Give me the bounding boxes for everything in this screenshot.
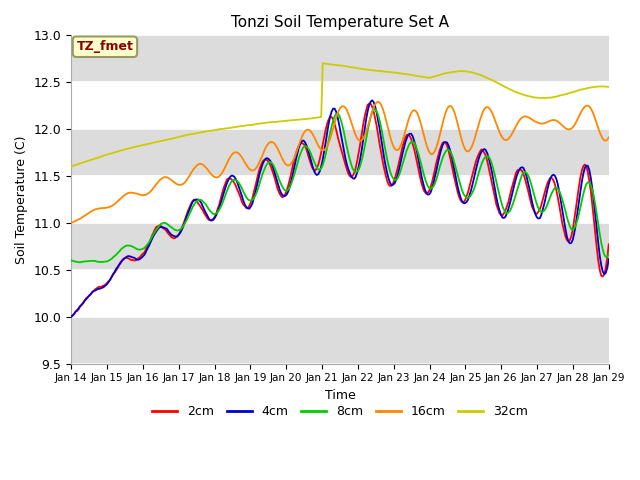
Legend: 2cm, 4cm, 8cm, 16cm, 32cm: 2cm, 4cm, 8cm, 16cm, 32cm [147,400,533,423]
Bar [71,223,609,270]
Y-axis label: Soil Temperature (C): Soil Temperature (C) [15,135,28,264]
Text: TZ_fmet: TZ_fmet [77,40,133,53]
Title: Tonzi Soil Temperature Set A: Tonzi Soil Temperature Set A [231,15,449,30]
Bar [71,317,609,364]
Bar [71,36,609,82]
X-axis label: Time: Time [324,389,355,402]
Bar [71,129,609,176]
